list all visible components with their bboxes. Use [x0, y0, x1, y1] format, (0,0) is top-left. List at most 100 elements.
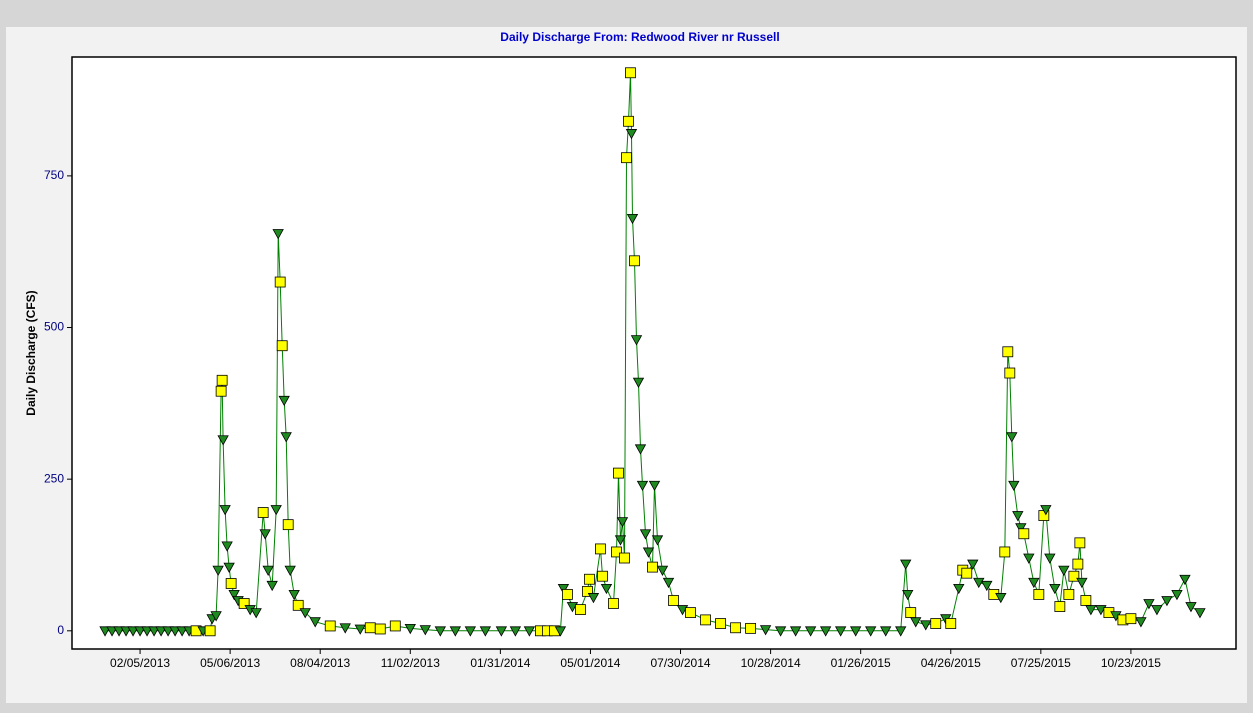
triangle-marker	[1012, 511, 1024, 522]
triangle-marker	[651, 535, 664, 546]
triangle-marker	[120, 626, 132, 637]
x-tick-label: 01/31/2014	[470, 656, 530, 670]
triangle-marker	[626, 213, 639, 225]
triangle-marker	[212, 565, 224, 576]
triangle-marker	[1008, 480, 1020, 492]
square-marker	[961, 567, 973, 579]
x-tick-label: 08/04/2013	[290, 656, 350, 670]
triangle-marker	[404, 623, 416, 635]
square-marker	[575, 604, 586, 615]
triangle-marker	[210, 611, 222, 622]
square-marker	[621, 152, 632, 164]
triangle-marker	[509, 626, 522, 637]
triangle-marker	[834, 626, 847, 637]
triangle-marker	[1058, 565, 1070, 576]
triangle-marker	[1040, 505, 1052, 516]
triangle-marker	[1185, 602, 1197, 613]
triangle-marker	[1076, 577, 1088, 589]
triangle-marker	[339, 623, 351, 634]
square-marker	[999, 546, 1011, 558]
triangle-marker	[587, 593, 600, 604]
triangle-marker	[774, 626, 787, 637]
x-tick-label: 11/02/2013	[381, 656, 440, 670]
y-axis-label: Daily Discharge (CFS)	[24, 290, 38, 415]
square-marker	[389, 620, 401, 632]
square-marker	[374, 623, 386, 635]
triangle-marker	[1194, 608, 1206, 619]
square-marker	[647, 561, 658, 573]
triangle-marker	[1049, 583, 1061, 595]
triangle-marker	[134, 626, 146, 637]
triangle-marker	[141, 626, 153, 637]
triangle-marker	[662, 577, 675, 589]
triangle-marker	[223, 562, 235, 573]
square-marker	[216, 374, 228, 386]
square-marker	[1004, 367, 1016, 379]
triangle-marker	[228, 590, 240, 601]
x-tick-label: 10/23/2015	[1101, 656, 1161, 670]
y-tick-label: 250	[44, 471, 64, 485]
triangle-marker	[900, 559, 912, 570]
square-marker	[1018, 528, 1030, 540]
square-marker	[364, 622, 376, 634]
y-tick-label: 750	[44, 168, 64, 182]
square-marker	[257, 507, 269, 518]
triangle-marker	[981, 580, 993, 592]
triangle-marker	[1015, 523, 1027, 534]
triangle-marker	[1151, 605, 1163, 616]
triangle-marker	[880, 626, 892, 637]
square-marker	[685, 607, 696, 619]
triangle-marker	[967, 559, 979, 570]
x-tick-label: 05/06/2013	[200, 656, 260, 670]
triangle-marker	[953, 583, 965, 595]
triangle-marker	[1006, 432, 1018, 443]
square-marker	[613, 467, 624, 479]
square-marker	[668, 595, 679, 606]
square-marker	[625, 67, 636, 79]
triangle-marker	[614, 535, 627, 546]
x-tick-label: 10/28/2014	[741, 656, 801, 670]
triangle-marker	[278, 395, 290, 407]
square-marker	[1054, 601, 1066, 612]
triangle-marker	[1179, 574, 1191, 586]
square-marker	[215, 385, 227, 397]
square-marker	[745, 622, 756, 634]
triangle-marker	[566, 602, 579, 613]
y-tick-label: 500	[44, 320, 64, 334]
triangle-marker	[849, 626, 862, 637]
x-tick-label: 02/05/2013	[110, 656, 170, 670]
triangle-marker	[162, 626, 174, 637]
square-marker	[608, 598, 619, 609]
triangle-marker	[639, 529, 652, 540]
x-tick-label: 05/01/2014	[560, 656, 620, 670]
triangle-marker	[759, 625, 772, 636]
x-tick-label: 07/25/2015	[1011, 656, 1071, 670]
square-marker	[562, 589, 573, 600]
square-marker	[204, 625, 216, 637]
triangle-marker	[479, 626, 492, 637]
square-marker	[1080, 595, 1092, 606]
triangle-marker	[354, 624, 366, 635]
square-marker	[619, 552, 630, 564]
triangle-marker	[449, 626, 462, 637]
triangle-marker	[219, 505, 231, 516]
triangle-marker	[113, 626, 125, 637]
triangle-marker	[1023, 553, 1035, 564]
square-marker	[1074, 537, 1086, 549]
square-marker	[595, 543, 606, 555]
triangle-marker	[600, 583, 613, 595]
triangle-marker	[648, 480, 661, 492]
triangle-marker	[262, 565, 274, 576]
triangle-marker	[625, 129, 638, 140]
triangle-marker	[642, 547, 655, 558]
square-marker	[930, 618, 942, 629]
square-marker	[623, 115, 634, 127]
square-marker	[715, 618, 726, 629]
triangle-marker	[973, 577, 985, 589]
triangle-marker	[419, 625, 431, 636]
square-marker	[276, 340, 288, 352]
triangle-marker	[634, 444, 647, 455]
triangle-marker	[865, 626, 877, 637]
triangle-marker	[280, 432, 292, 443]
